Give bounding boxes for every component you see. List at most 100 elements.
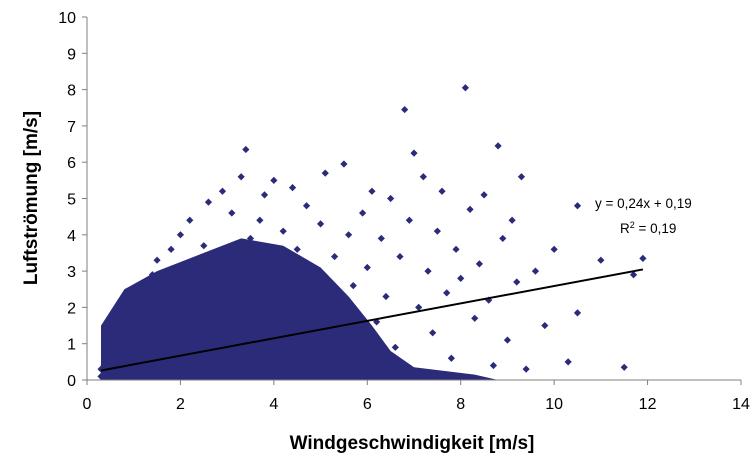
- data-point: [260, 191, 269, 199]
- data-point: [499, 234, 507, 243]
- data-point: [457, 274, 465, 282]
- data-point: [419, 173, 427, 181]
- data-point: [321, 169, 329, 177]
- data-point: [433, 227, 441, 235]
- data-point: [130, 300, 138, 308]
- data-point: [359, 209, 367, 217]
- x-tick-label: 2: [176, 396, 185, 413]
- data-point: [251, 292, 259, 301]
- data-point: [97, 365, 105, 373]
- data-point: [447, 354, 455, 362]
- data-points: [97, 84, 647, 380]
- data-point: [326, 300, 334, 308]
- y-axis-title: Luftströmung [m/s]: [21, 111, 42, 285]
- data-point: [461, 84, 469, 92]
- y-tick-labels: 0 1 2 3 4 5 6 7 8 9 10: [58, 10, 76, 390]
- y-tick-label: 10: [58, 10, 76, 27]
- data-point: [354, 350, 362, 359]
- data-point: [232, 274, 241, 282]
- data-point: [415, 303, 423, 311]
- data-point: [265, 325, 273, 333]
- data-point: [424, 267, 432, 275]
- data-point: [391, 343, 399, 351]
- data-point: [153, 329, 161, 337]
- data-point: [246, 234, 255, 243]
- data-point: [242, 145, 250, 154]
- data-point: [307, 271, 315, 279]
- data-point: [639, 254, 647, 262]
- data-point: [293, 245, 301, 253]
- data-point: [195, 332, 203, 341]
- x-tick-labels: 0 2 4 6 8 10 12 14: [83, 396, 750, 413]
- data-point: [522, 365, 530, 373]
- data-point: [130, 340, 138, 348]
- data-point: [218, 187, 227, 195]
- data-point: [97, 372, 105, 380]
- data-point: [125, 369, 133, 377]
- data-point: [480, 191, 488, 199]
- data-point: [564, 358, 572, 366]
- data-point: [214, 361, 222, 370]
- data-point: [345, 231, 353, 239]
- x-tick-label: 4: [269, 396, 278, 413]
- data-point: [274, 282, 283, 290]
- data-point: [316, 220, 325, 228]
- data-point: [368, 187, 376, 195]
- data-point: [153, 256, 161, 264]
- x-tick-label: 6: [363, 396, 372, 413]
- data-point: [167, 245, 175, 253]
- data-point: [494, 142, 502, 150]
- data-point: [237, 173, 245, 181]
- y-tick-label: 5: [67, 192, 76, 209]
- data-point: [106, 321, 114, 330]
- data-point: [410, 149, 418, 157]
- x-tick-label: 0: [83, 396, 92, 413]
- y-tick-label: 1: [67, 337, 76, 354]
- data-point: [466, 205, 474, 213]
- data-point: [401, 105, 409, 114]
- trend-equation: y = 0,24x + 0,19: [595, 196, 692, 211]
- data-point: [513, 278, 521, 286]
- data-point: [270, 176, 278, 184]
- y-tick-label: 7: [67, 119, 76, 136]
- data-point: [312, 358, 320, 366]
- data-point: [335, 332, 343, 341]
- data-point: [204, 198, 213, 206]
- data-point: [517, 173, 526, 181]
- x-tick-label: 10: [545, 396, 563, 413]
- x-axis-title: Windgeschwindigkeit [m/s]: [290, 433, 535, 454]
- y-tick-label: 2: [67, 300, 76, 317]
- data-point: [270, 260, 278, 268]
- data-point: [302, 202, 311, 210]
- data-point: [102, 354, 110, 362]
- data-point: [176, 285, 185, 293]
- x-tick-label: 12: [639, 396, 657, 413]
- data-point: [279, 227, 287, 235]
- y-tick-label: 6: [67, 155, 76, 172]
- data-point: [190, 263, 199, 272]
- data-point: [256, 216, 264, 224]
- data-point: [148, 271, 156, 279]
- data-point: [377, 234, 385, 243]
- data-point: [363, 263, 371, 272]
- x-tick-label: 8: [456, 396, 465, 413]
- data-point: [139, 318, 147, 326]
- trendline: [100, 268, 644, 372]
- r-squared-label: R2 = 0,19: [620, 220, 676, 236]
- data-point: [550, 245, 558, 253]
- data-point: [405, 216, 413, 224]
- data-point: [162, 365, 171, 373]
- data-point: [134, 282, 142, 290]
- axes: [82, 16, 742, 385]
- data-point: [387, 194, 395, 203]
- y-tick-label: 4: [67, 228, 76, 245]
- r2-exp: 2: [630, 220, 635, 230]
- data-point: [288, 184, 297, 192]
- data-point: [158, 296, 166, 304]
- y-tick-label: 8: [67, 83, 76, 100]
- data-point: [452, 245, 460, 253]
- data-point: [349, 282, 357, 290]
- y-tick-label: 3: [67, 264, 76, 281]
- data-point: [340, 160, 348, 168]
- data-point: [573, 309, 582, 317]
